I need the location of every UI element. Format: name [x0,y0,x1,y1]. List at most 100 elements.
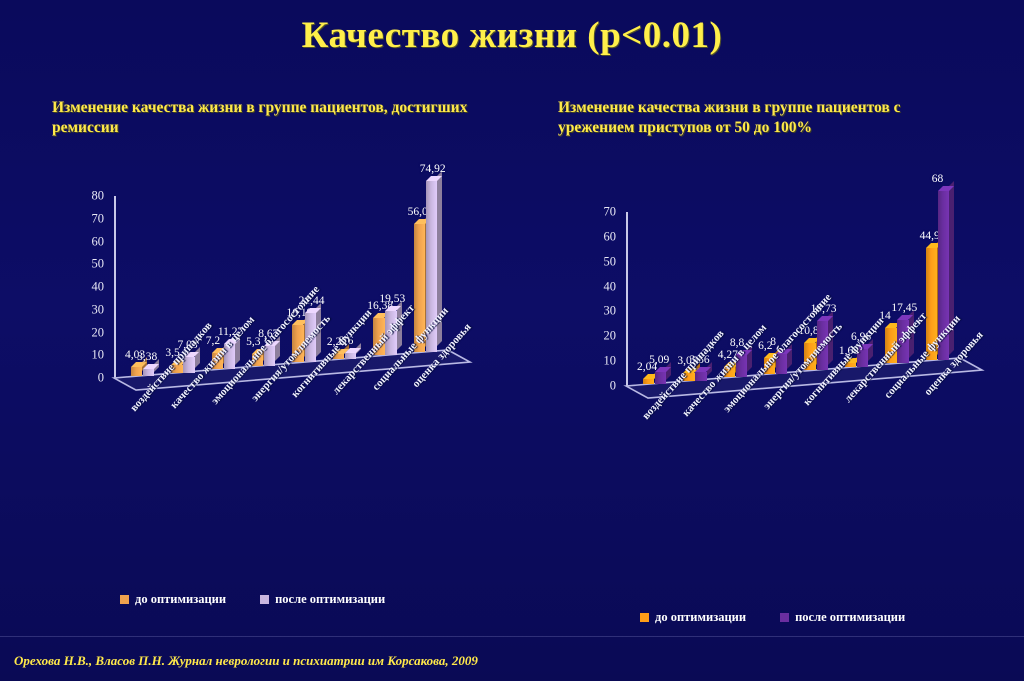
bar-left-s0-c1[interactable] [171,354,188,373]
bar-left-s1-c5[interactable] [344,342,362,359]
bar-face [856,349,869,367]
legend-label: до оптимизации [655,610,747,624]
bar-value-label: 11,27 [217,325,244,338]
legend-item-after[interactable]: после оптимизации [780,610,905,625]
bar-left-s1-c4[interactable] [304,303,321,363]
bar-value-label: 10,8 [798,325,819,338]
bar-face [171,364,183,373]
legend-swatch-icon [640,613,649,622]
bar-face [425,181,437,352]
left-chart-subtitle: Изменение качества жизни в группе пациен… [52,99,468,137]
bar-value-label: 2,22 [326,335,347,348]
bar-face [264,346,276,366]
bar-value-label: 2,04 [636,361,658,374]
right-chart-subtitle: Изменение качества жизни в группе пациен… [558,99,901,137]
bar-left-s1-c3[interactable] [264,336,281,366]
bar-right-s1-c1[interactable] [695,361,712,381]
bar-left-s0-c5[interactable] [332,343,350,359]
legend-item-after[interactable]: после оптимизации [260,592,385,607]
bar-value-label: 3,38 [137,350,158,363]
bar-value-label: 19,73 [810,303,837,316]
legend-item-before[interactable]: до оптимизации [640,610,746,625]
citation-footer: Орехова Н.В., Власов П.Н. Журнал невроло… [14,653,478,668]
footer-divider [0,636,1024,637]
bar-right-s0-c4[interactable] [804,333,821,371]
bar-right-s1-c4[interactable] [816,311,833,371]
bar-right-s1-c2[interactable] [735,345,753,378]
bar-right-s1-c3[interactable] [776,343,793,374]
bar-face [143,368,155,377]
left-chart-plot-area: 0 10 20 30 40 50 60 70 80 4,03 3,5 7,2 5,3 16,19 2,22 1… [18,163,508,608]
bar-right-s1-c0[interactable] [655,361,672,385]
bar-face [844,362,857,367]
bar-right-s0-c1[interactable] [683,363,700,381]
bar-right-s0-c5[interactable] [844,352,862,367]
bar-face [655,371,667,385]
y-axis-tick: 60 [603,229,617,244]
bar-face [344,352,357,359]
bar-value-label: 6,96 [850,331,872,344]
y-axis-line [626,212,628,386]
bar-value-label: 6,2 [758,340,773,353]
bar-value-label: 8,67 [258,328,279,341]
y-axis-tick: 60 [91,234,105,248]
y-axis-tick: 20 [603,328,617,343]
legend-swatch-icon [260,595,270,604]
bar-value-label: 17,45 [891,301,918,314]
bar-left-s1-c0[interactable] [143,358,160,377]
y-axis-tick: 40 [91,279,105,294]
bar-face [764,358,776,374]
bar-right-s0-c3[interactable] [764,348,781,374]
y-axis-tick: 20 [91,325,105,339]
bar-value-label: 8 [770,335,776,348]
bar-left-s0-c3[interactable] [252,343,269,366]
bar-value-label: 68 [931,172,944,185]
bar-value-label: 3,05 [677,355,698,368]
bar-value-label: 3,5 [165,346,180,359]
y-axis-tick: 40 [603,279,617,294]
legend-label: после оптимизации [795,610,906,624]
bar-face [252,353,264,366]
bar-face [332,353,345,359]
y-axis-tick: 70 [91,211,105,226]
bar-left-s0-c2[interactable] [211,342,228,370]
bar-left-s0-c0[interactable] [130,357,148,377]
bar-face [816,321,828,371]
bar-right-s1-c5[interactable] [856,339,874,367]
bar-face [723,366,735,378]
bar-face [292,325,304,363]
bar-left-s1-c2[interactable] [223,333,241,370]
bar-face [211,352,223,370]
bar-face [130,367,143,377]
legend-item-before[interactable]: до оптимизации [120,592,226,607]
y-axis-tick: 50 [603,254,617,269]
y-axis-tick: 0 [97,370,104,385]
bar-left-s1-c6[interactable] [385,300,402,356]
bar-right-s1-c6[interactable] [897,309,914,364]
bar-face [776,353,788,374]
bar-value-label: 19,53 [379,292,406,305]
y-axis-tick: 70 [603,204,617,219]
y-axis-tick: 10 [91,347,105,362]
bar-face [413,224,425,352]
bar-right-s0-c2[interactable] [723,356,740,378]
right-chart-plot-area: 0 10 20 30 40 50 60 70 2,04 3,05 4,27 6,2 10,8 1,66 14… [530,173,1020,620]
bar-right-s1-c7[interactable] [937,180,954,360]
bar-right-s0-c6[interactable] [885,318,902,364]
bar-left-s0-c4[interactable] [292,315,309,363]
bar-left-s0-c6[interactable] [373,307,390,356]
bar-face [223,343,236,370]
bar-right-s0-c0[interactable] [642,369,660,385]
bar-value-label: 7,2 [205,334,221,347]
bar-left-s1-c1[interactable] [183,346,200,373]
bar-right-s0-c7[interactable] [925,237,942,360]
bar-left-s0-c7[interactable] [413,214,430,352]
bar-value-label: 1,66 [838,344,859,357]
bar-value-label: 5,09 [649,353,670,366]
legend-label: до оптимизации [135,592,227,606]
bar-face [695,371,707,381]
bar-face [804,343,816,371]
legend-label: после оптимизации [275,592,386,606]
bar-value-label: 3,56 [689,353,710,366]
bar-left-s1-c7[interactable] [425,171,442,352]
